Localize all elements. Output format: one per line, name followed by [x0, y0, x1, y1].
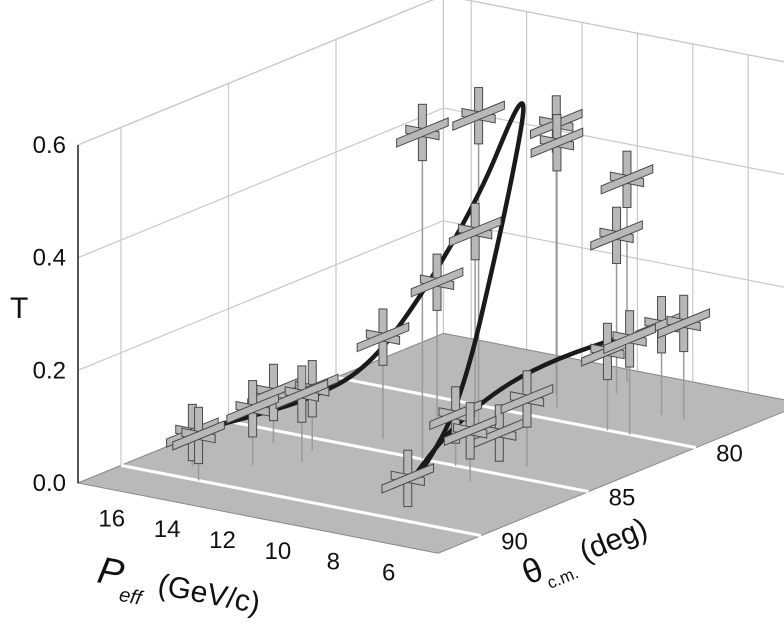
y-axis-title-sub: c.m. — [544, 563, 581, 593]
x-tick-label: 10 — [265, 538, 292, 565]
y-tick-label: 80 — [716, 441, 743, 468]
y-tick-label: 85 — [609, 485, 636, 512]
x-axis-title-unit: (GeV/c) — [155, 568, 263, 620]
y-axis-title: θc.m.(deg) — [517, 508, 656, 600]
z-tick-label: 0.6 — [33, 132, 66, 159]
z-tick-label: 0.4 — [33, 245, 66, 272]
z-tick-label: 0.2 — [33, 357, 66, 384]
y-axis-title-main: θ — [517, 550, 549, 592]
y-tick-label: 90 — [501, 529, 528, 556]
y-axis-title-unit: (deg) — [575, 512, 652, 569]
x-tick-label: 8 — [327, 549, 340, 576]
z-tick-label: 0.0 — [33, 470, 66, 497]
x-axis-title-sub: eff — [117, 584, 145, 610]
x-tick-label: 12 — [209, 527, 236, 554]
x-tick-label: 14 — [154, 516, 181, 543]
z-axis-title: T — [10, 292, 28, 325]
x-tick-label: 6 — [382, 559, 395, 586]
x-tick-label: 16 — [98, 505, 125, 532]
x-axis-title: Peff(GeV/c) — [92, 550, 264, 625]
